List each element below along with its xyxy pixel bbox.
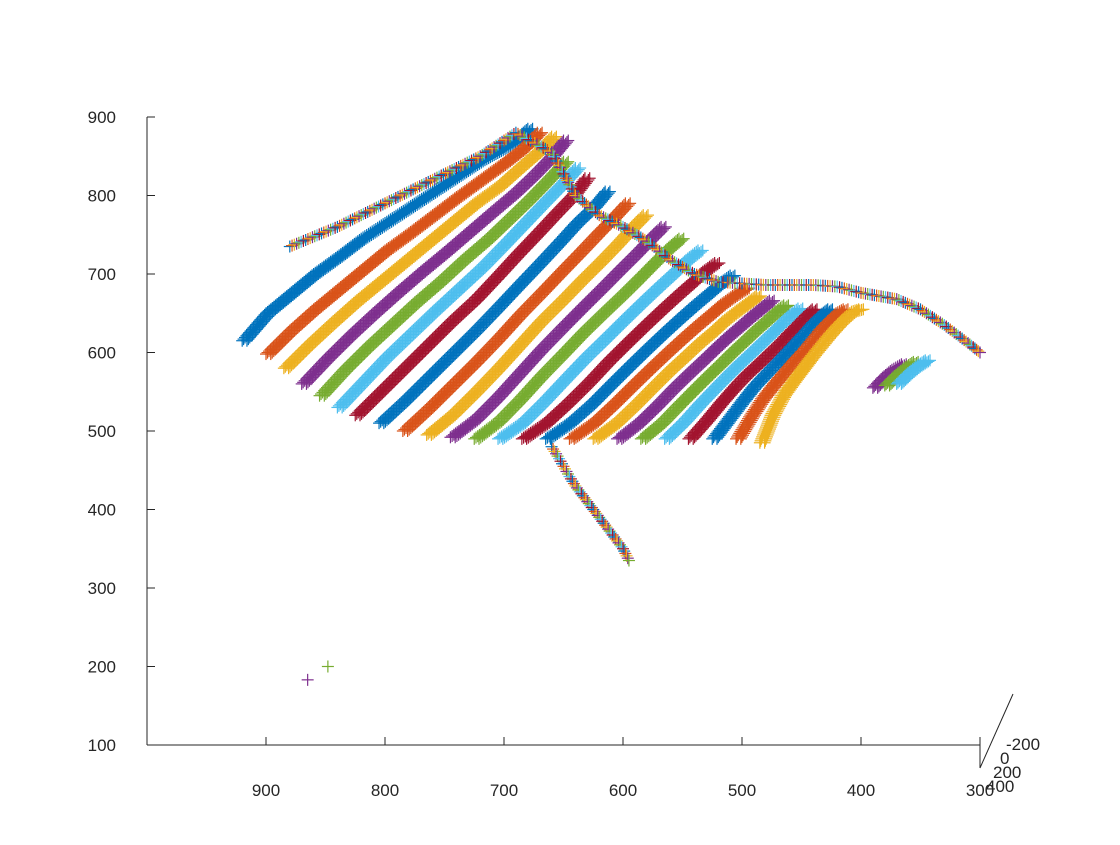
data-markers [236, 123, 986, 686]
